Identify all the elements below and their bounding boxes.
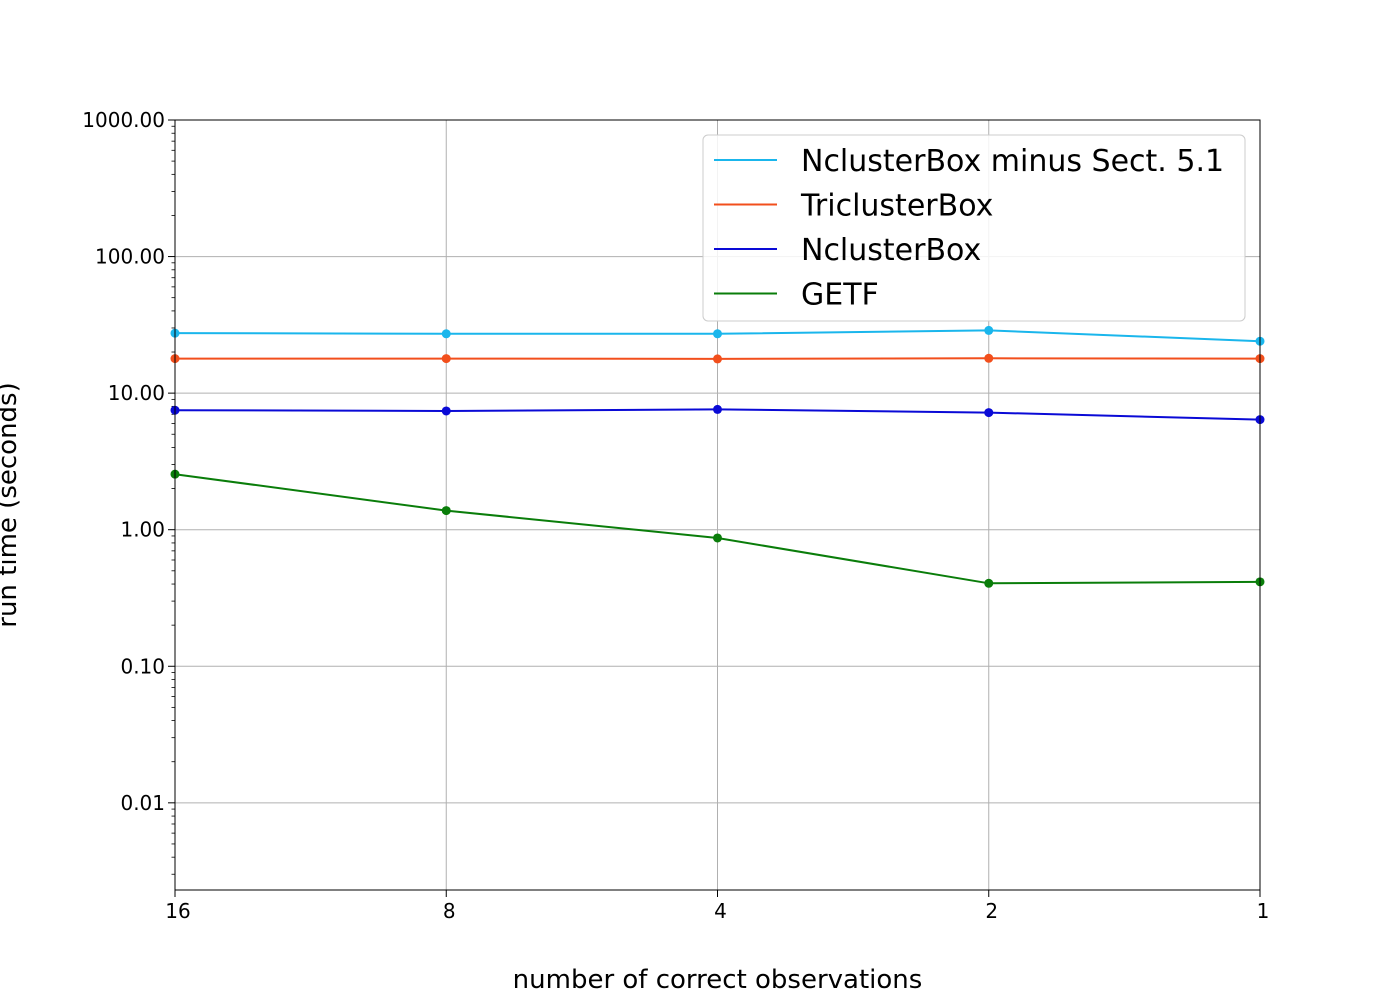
x-tick-label: 8 [443, 899, 456, 923]
data-point [441, 406, 451, 416]
plot-frame [174, 119, 1261, 891]
y-axis: 0.01 0.10 1.00 10.00 100.00 1000.00 [82, 108, 175, 875]
series-triclusterbox [170, 353, 1265, 364]
x-tick-label: 1 [1257, 899, 1270, 923]
legend-box [702, 134, 1246, 322]
x-tick-label: 2 [985, 899, 998, 923]
y-tick-label: 0.10 [120, 654, 165, 678]
y-tick-label: 1.00 [120, 518, 165, 542]
data-point [984, 408, 994, 418]
x-axis-label: number of correct observations [513, 965, 923, 995]
data-point [984, 353, 994, 363]
y-axis-label: run time (seconds) [0, 382, 23, 627]
y-tick-label: 1000.00 [82, 108, 165, 132]
y-tick-label: 0.01 [120, 791, 165, 815]
data-point [713, 404, 722, 414]
legend-label: TriclusterBox [800, 189, 993, 224]
data-point [713, 533, 722, 543]
data-point [441, 354, 451, 364]
data-point [713, 354, 722, 364]
data-point [984, 325, 994, 335]
x-axis: 16 8 4 2 1 [165, 890, 1269, 923]
y-tick-label: 100.00 [95, 245, 165, 269]
data-point [441, 506, 451, 516]
legend-label: GETF [801, 278, 879, 313]
y-tick-label: 10.00 [108, 381, 165, 405]
legend-label: NclusterBox [801, 233, 981, 268]
x-tick-label: 16 [165, 899, 190, 923]
data-point [713, 329, 722, 339]
series-layer [170, 325, 1265, 588]
x-tick-label: 4 [714, 899, 727, 923]
data-point [441, 329, 451, 339]
legend: NclusterBox minus Sect. 5.1 TriclusterBox… [702, 134, 1246, 322]
series-getf [170, 469, 1265, 588]
data-point [984, 578, 994, 588]
legend-label: NclusterBox minus Sect. 5.1 [801, 144, 1224, 179]
